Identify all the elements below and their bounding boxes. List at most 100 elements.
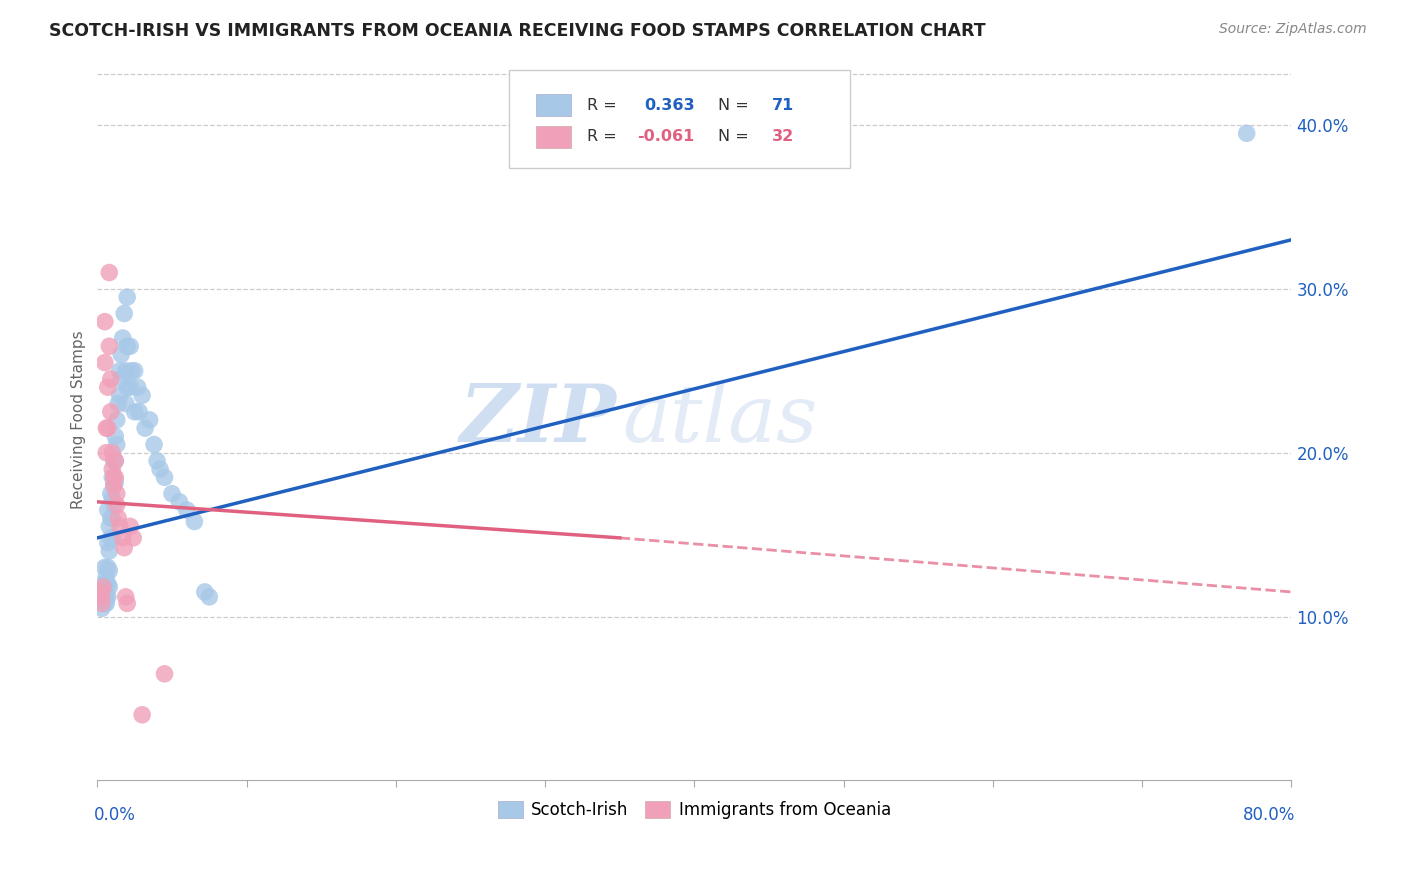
Point — [90, 596, 112, 610]
Point — [104, 470, 127, 484]
Point — [149, 462, 172, 476]
Point — [98, 580, 121, 594]
Point — [103, 498, 125, 512]
Point — [110, 347, 132, 361]
Point — [90, 593, 112, 607]
Point — [94, 580, 117, 594]
Point — [103, 454, 125, 468]
Text: 0.363: 0.363 — [644, 97, 695, 112]
Point — [96, 446, 118, 460]
Point — [160, 486, 183, 500]
Text: 0.0%: 0.0% — [94, 806, 135, 824]
Point — [111, 331, 134, 345]
Point — [96, 590, 118, 604]
Point — [169, 495, 191, 509]
Text: N =: N = — [718, 129, 754, 145]
Text: Source: ZipAtlas.com: Source: ZipAtlas.com — [1219, 22, 1367, 37]
Point — [98, 339, 121, 353]
Text: R =: R = — [586, 129, 621, 145]
Point — [115, 290, 138, 304]
Point — [94, 560, 117, 574]
Point — [101, 470, 124, 484]
Point — [100, 405, 122, 419]
Point — [101, 531, 124, 545]
Point — [100, 486, 122, 500]
Point — [94, 590, 117, 604]
Point — [134, 421, 156, 435]
Point — [91, 596, 114, 610]
Point — [101, 511, 124, 525]
Point — [128, 405, 150, 419]
Point — [120, 380, 142, 394]
Point — [108, 364, 131, 378]
Point — [97, 536, 120, 550]
Point — [91, 580, 114, 594]
Point — [96, 421, 118, 435]
Legend: Scotch-Irish, Immigrants from Oceania: Scotch-Irish, Immigrants from Oceania — [491, 795, 897, 826]
Point — [91, 576, 114, 591]
Point — [101, 491, 124, 506]
Point — [96, 580, 118, 594]
Point — [89, 585, 111, 599]
Point — [105, 486, 128, 500]
Point — [112, 306, 135, 320]
Point — [114, 396, 136, 410]
Point — [101, 446, 124, 460]
Point — [105, 437, 128, 451]
Text: N =: N = — [718, 97, 754, 112]
Point — [97, 421, 120, 435]
Point — [120, 339, 142, 353]
Text: atlas: atlas — [623, 381, 818, 458]
Point — [131, 707, 153, 722]
Point — [131, 388, 153, 402]
Point — [194, 585, 217, 599]
Point — [90, 601, 112, 615]
Point — [127, 380, 149, 394]
Point — [100, 511, 122, 525]
Point — [143, 437, 166, 451]
Point — [120, 519, 142, 533]
Point — [110, 372, 132, 386]
Point — [94, 315, 117, 329]
FancyBboxPatch shape — [536, 126, 571, 147]
Text: -0.061: -0.061 — [637, 129, 695, 145]
Point — [115, 339, 138, 353]
FancyBboxPatch shape — [509, 70, 849, 168]
Point — [104, 429, 127, 443]
Point — [96, 568, 118, 582]
Point — [101, 462, 124, 476]
Point — [91, 590, 114, 604]
Point — [121, 364, 143, 378]
Point — [103, 470, 125, 484]
Point — [124, 405, 146, 419]
Text: 32: 32 — [772, 129, 794, 145]
Point — [97, 590, 120, 604]
Text: R =: R = — [586, 97, 621, 112]
Point — [124, 364, 146, 378]
Text: ZIP: ZIP — [460, 381, 617, 458]
Point — [104, 475, 127, 490]
Point — [146, 454, 169, 468]
Point — [90, 590, 112, 604]
Point — [153, 666, 176, 681]
Point — [94, 356, 117, 370]
Point — [153, 470, 176, 484]
Point — [107, 396, 129, 410]
Point — [97, 576, 120, 591]
Text: 80.0%: 80.0% — [1243, 806, 1295, 824]
Point — [97, 380, 120, 394]
Point — [105, 498, 128, 512]
Point — [103, 478, 125, 492]
Point — [94, 596, 117, 610]
Point — [105, 413, 128, 427]
Point — [114, 590, 136, 604]
Point — [176, 503, 198, 517]
Point — [103, 478, 125, 492]
Point — [183, 515, 205, 529]
Point — [104, 454, 127, 468]
Point — [98, 519, 121, 533]
Point — [115, 380, 138, 394]
Text: SCOTCH-IRISH VS IMMIGRANTS FROM OCEANIA RECEIVING FOOD STAMPS CORRELATION CHART: SCOTCH-IRISH VS IMMIGRANTS FROM OCEANIA … — [49, 22, 986, 40]
Point — [89, 585, 111, 599]
Point — [107, 511, 129, 525]
